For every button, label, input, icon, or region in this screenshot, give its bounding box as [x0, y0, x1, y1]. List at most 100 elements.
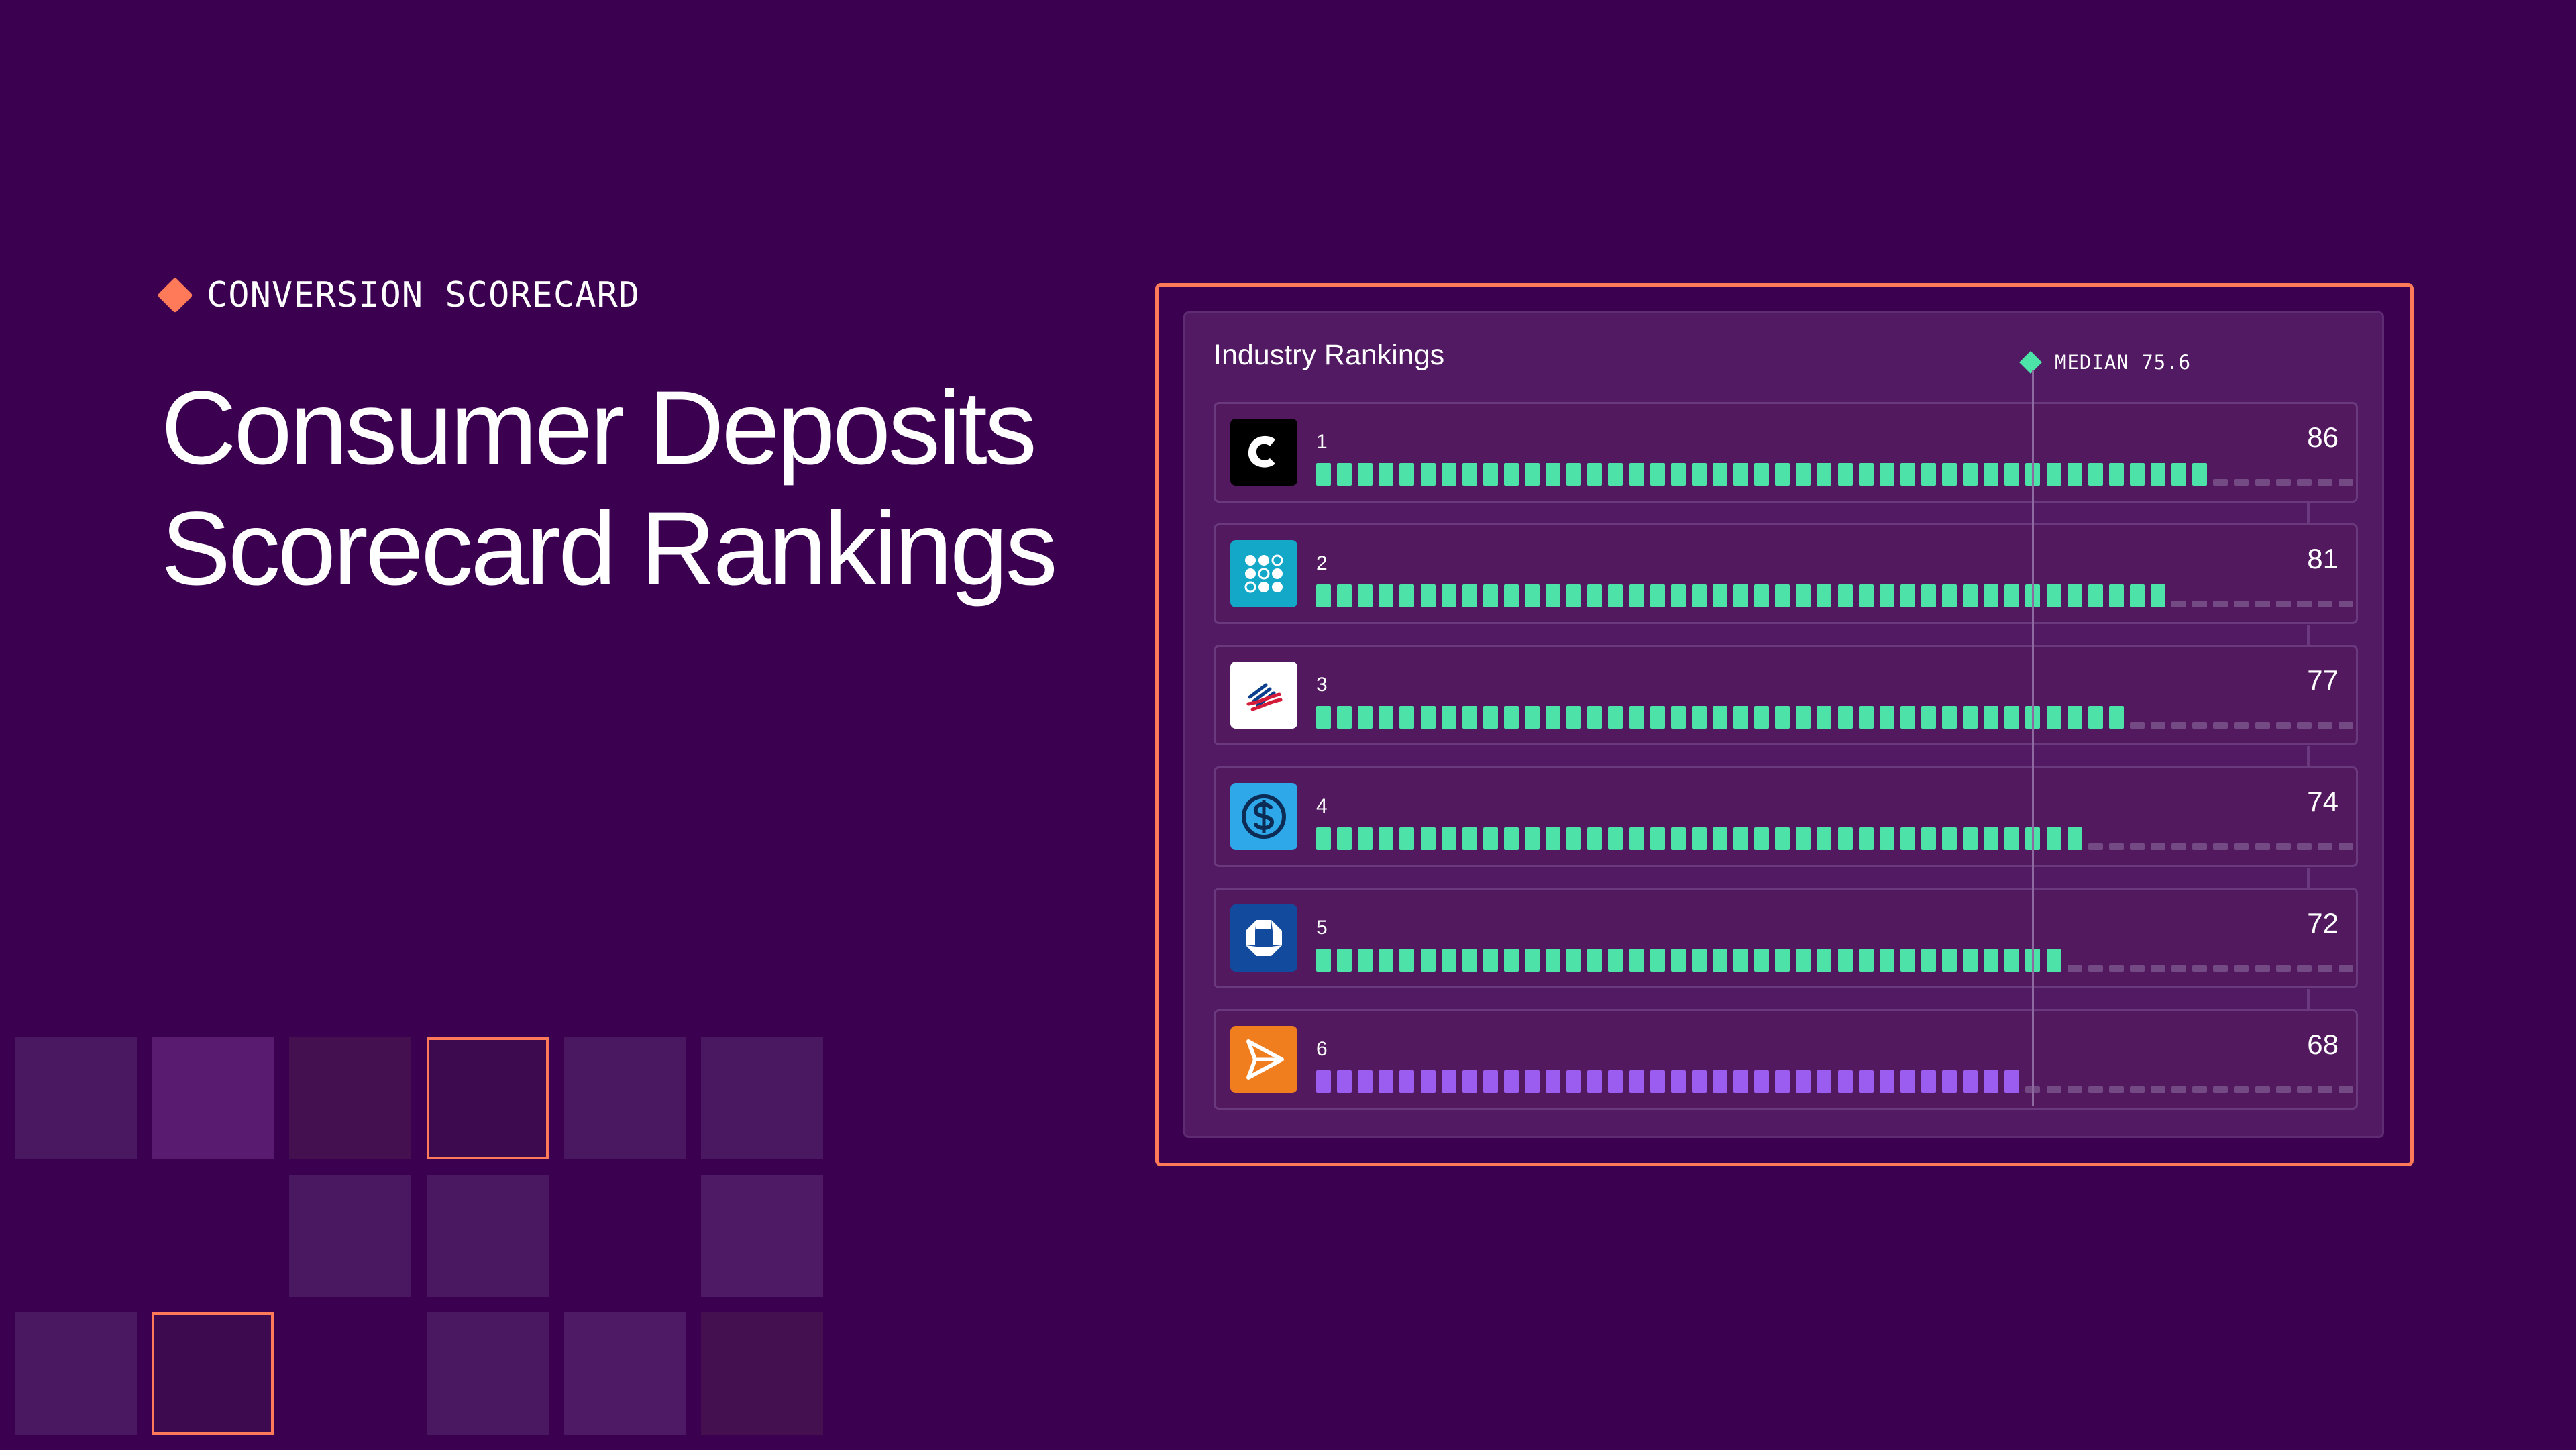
bar-segment-filled [1670, 463, 1686, 486]
bar-segment-filled [1858, 584, 1874, 607]
bar-segment-empty [2171, 965, 2187, 972]
bar-segment-filled [1441, 463, 1456, 486]
bar-segment-empty [2171, 601, 2187, 607]
bar-segment-filled [1712, 463, 1727, 486]
bar-segment-empty [2296, 843, 2312, 850]
bar-segment-filled [1379, 949, 1394, 972]
bar-segment-filled [1963, 463, 1978, 486]
bar-segment-filled [1984, 584, 1999, 607]
tile [15, 1037, 137, 1159]
bar-segment-filled [1733, 949, 1748, 972]
bar-segment-filled [2046, 463, 2061, 486]
row-connector [2307, 989, 2310, 1009]
bar-segment-empty [2151, 965, 2165, 972]
bar-segment-filled [1462, 584, 1477, 607]
bar-segment-empty [2317, 1086, 2332, 1093]
bar-segment-filled [1942, 584, 1957, 607]
bar-segment-filled [1546, 463, 1561, 486]
bar-segment-filled [1754, 1070, 1770, 1093]
bar-segment-filled [2046, 706, 2061, 729]
rank-label: 2 [1316, 552, 1328, 574]
bar-segment-filled [1587, 1070, 1603, 1093]
bar-segment-filled [1316, 1070, 1331, 1093]
bar-segment-empty [2067, 965, 2082, 972]
bar-segment-filled [1670, 706, 1686, 729]
bar-segment-filled [1754, 706, 1770, 729]
bar-segment-filled [1900, 706, 1915, 729]
bar-segment-filled [2088, 584, 2103, 607]
bar-segment-empty [2108, 965, 2124, 972]
bar-segment-filled [1984, 827, 1999, 850]
bar-segment-empty [2192, 722, 2208, 729]
bar-segment-filled [2004, 827, 2020, 850]
ranking-row: 3 77 [1214, 645, 2358, 745]
bar-segment-filled [1358, 584, 1373, 607]
bar-segment-filled [2067, 584, 2082, 607]
bar-segment-filled [1900, 827, 1915, 850]
bar-segment-empty [2275, 722, 2291, 729]
bar-segment-filled [1462, 949, 1477, 972]
bar-segment-filled [2088, 463, 2103, 486]
bar-segment-empty [2317, 965, 2332, 972]
bar-segment-filled [1358, 706, 1373, 729]
eyebrow-label: CONVERSION SCORECARD [207, 275, 641, 315]
bar-segment-filled [1379, 584, 1394, 607]
score-label: 68 [2307, 1029, 2339, 1060]
bar-segment-filled [1441, 1070, 1456, 1093]
bar-segment-filled [1629, 949, 1644, 972]
bar-segment-filled [1817, 584, 1832, 607]
bar-segment-filled [1316, 949, 1331, 972]
bar-segment-filled [1399, 949, 1415, 972]
bar-segment-filled [1858, 1070, 1874, 1093]
bar-segment-filled [1420, 463, 1436, 486]
bar-segment-filled [1608, 584, 1623, 607]
bar-segment-empty [2151, 722, 2165, 729]
bar-segment-filled [1399, 1070, 1415, 1093]
bar-segment-filled [1316, 584, 1331, 607]
bar-segment-empty [2338, 601, 2353, 607]
bar-segment-filled [1503, 463, 1519, 486]
bar-segment-empty [2088, 1086, 2103, 1093]
median-diamond-icon [2019, 351, 2042, 374]
eyebrow-diamond-icon [157, 277, 193, 313]
bar-segment-filled [1733, 827, 1748, 850]
bar-segment-filled [1462, 463, 1477, 486]
bar-segment-filled [1775, 827, 1790, 850]
bar-segment-empty [2317, 722, 2332, 729]
bar-segment-filled [1984, 949, 1999, 972]
bar-segment-filled [1441, 827, 1456, 850]
bar-segment-filled [1650, 584, 1665, 607]
bar-segment-filled [2129, 584, 2145, 607]
bar-segment-empty [2317, 843, 2332, 850]
bar-segment-filled [2046, 827, 2061, 850]
bar-segment-filled [1441, 949, 1456, 972]
bar-segment-filled [1921, 584, 1936, 607]
bar-segment-empty [2296, 722, 2312, 729]
bar-segment-filled [1963, 584, 1978, 607]
bar-segment-filled [1525, 584, 1540, 607]
bar-segment-filled [1900, 463, 1915, 486]
bar-segment-filled [1775, 949, 1790, 972]
bar-segment-filled [1963, 706, 1978, 729]
bar-segment-filled [2004, 706, 2020, 729]
bar-segment-filled [1796, 463, 1811, 486]
bar-segment-empty [2296, 965, 2312, 972]
bar-segment-filled [1629, 1070, 1644, 1093]
bar-segment-filled [2108, 706, 2124, 729]
bar-segment-filled [1462, 706, 1477, 729]
dollar-swirl-logo-icon [1230, 783, 1297, 850]
bar-segment-filled [1503, 1070, 1519, 1093]
bar-segment-empty [2046, 1086, 2061, 1093]
bar-segment-empty [2255, 965, 2270, 972]
bar-segment-filled [1775, 1070, 1790, 1093]
bar-segment-filled [1358, 949, 1373, 972]
bar-segment-filled [1587, 949, 1603, 972]
bar-segment-filled [1546, 827, 1561, 850]
bar-segment-filled [1754, 949, 1770, 972]
bar-segment-empty [2213, 965, 2229, 972]
bar-segment-filled [2171, 463, 2187, 486]
bar-segment-filled [1921, 827, 1936, 850]
bar-segment-filled [2004, 463, 2020, 486]
tile [427, 1312, 549, 1435]
bar-segment-filled [1316, 827, 1331, 850]
